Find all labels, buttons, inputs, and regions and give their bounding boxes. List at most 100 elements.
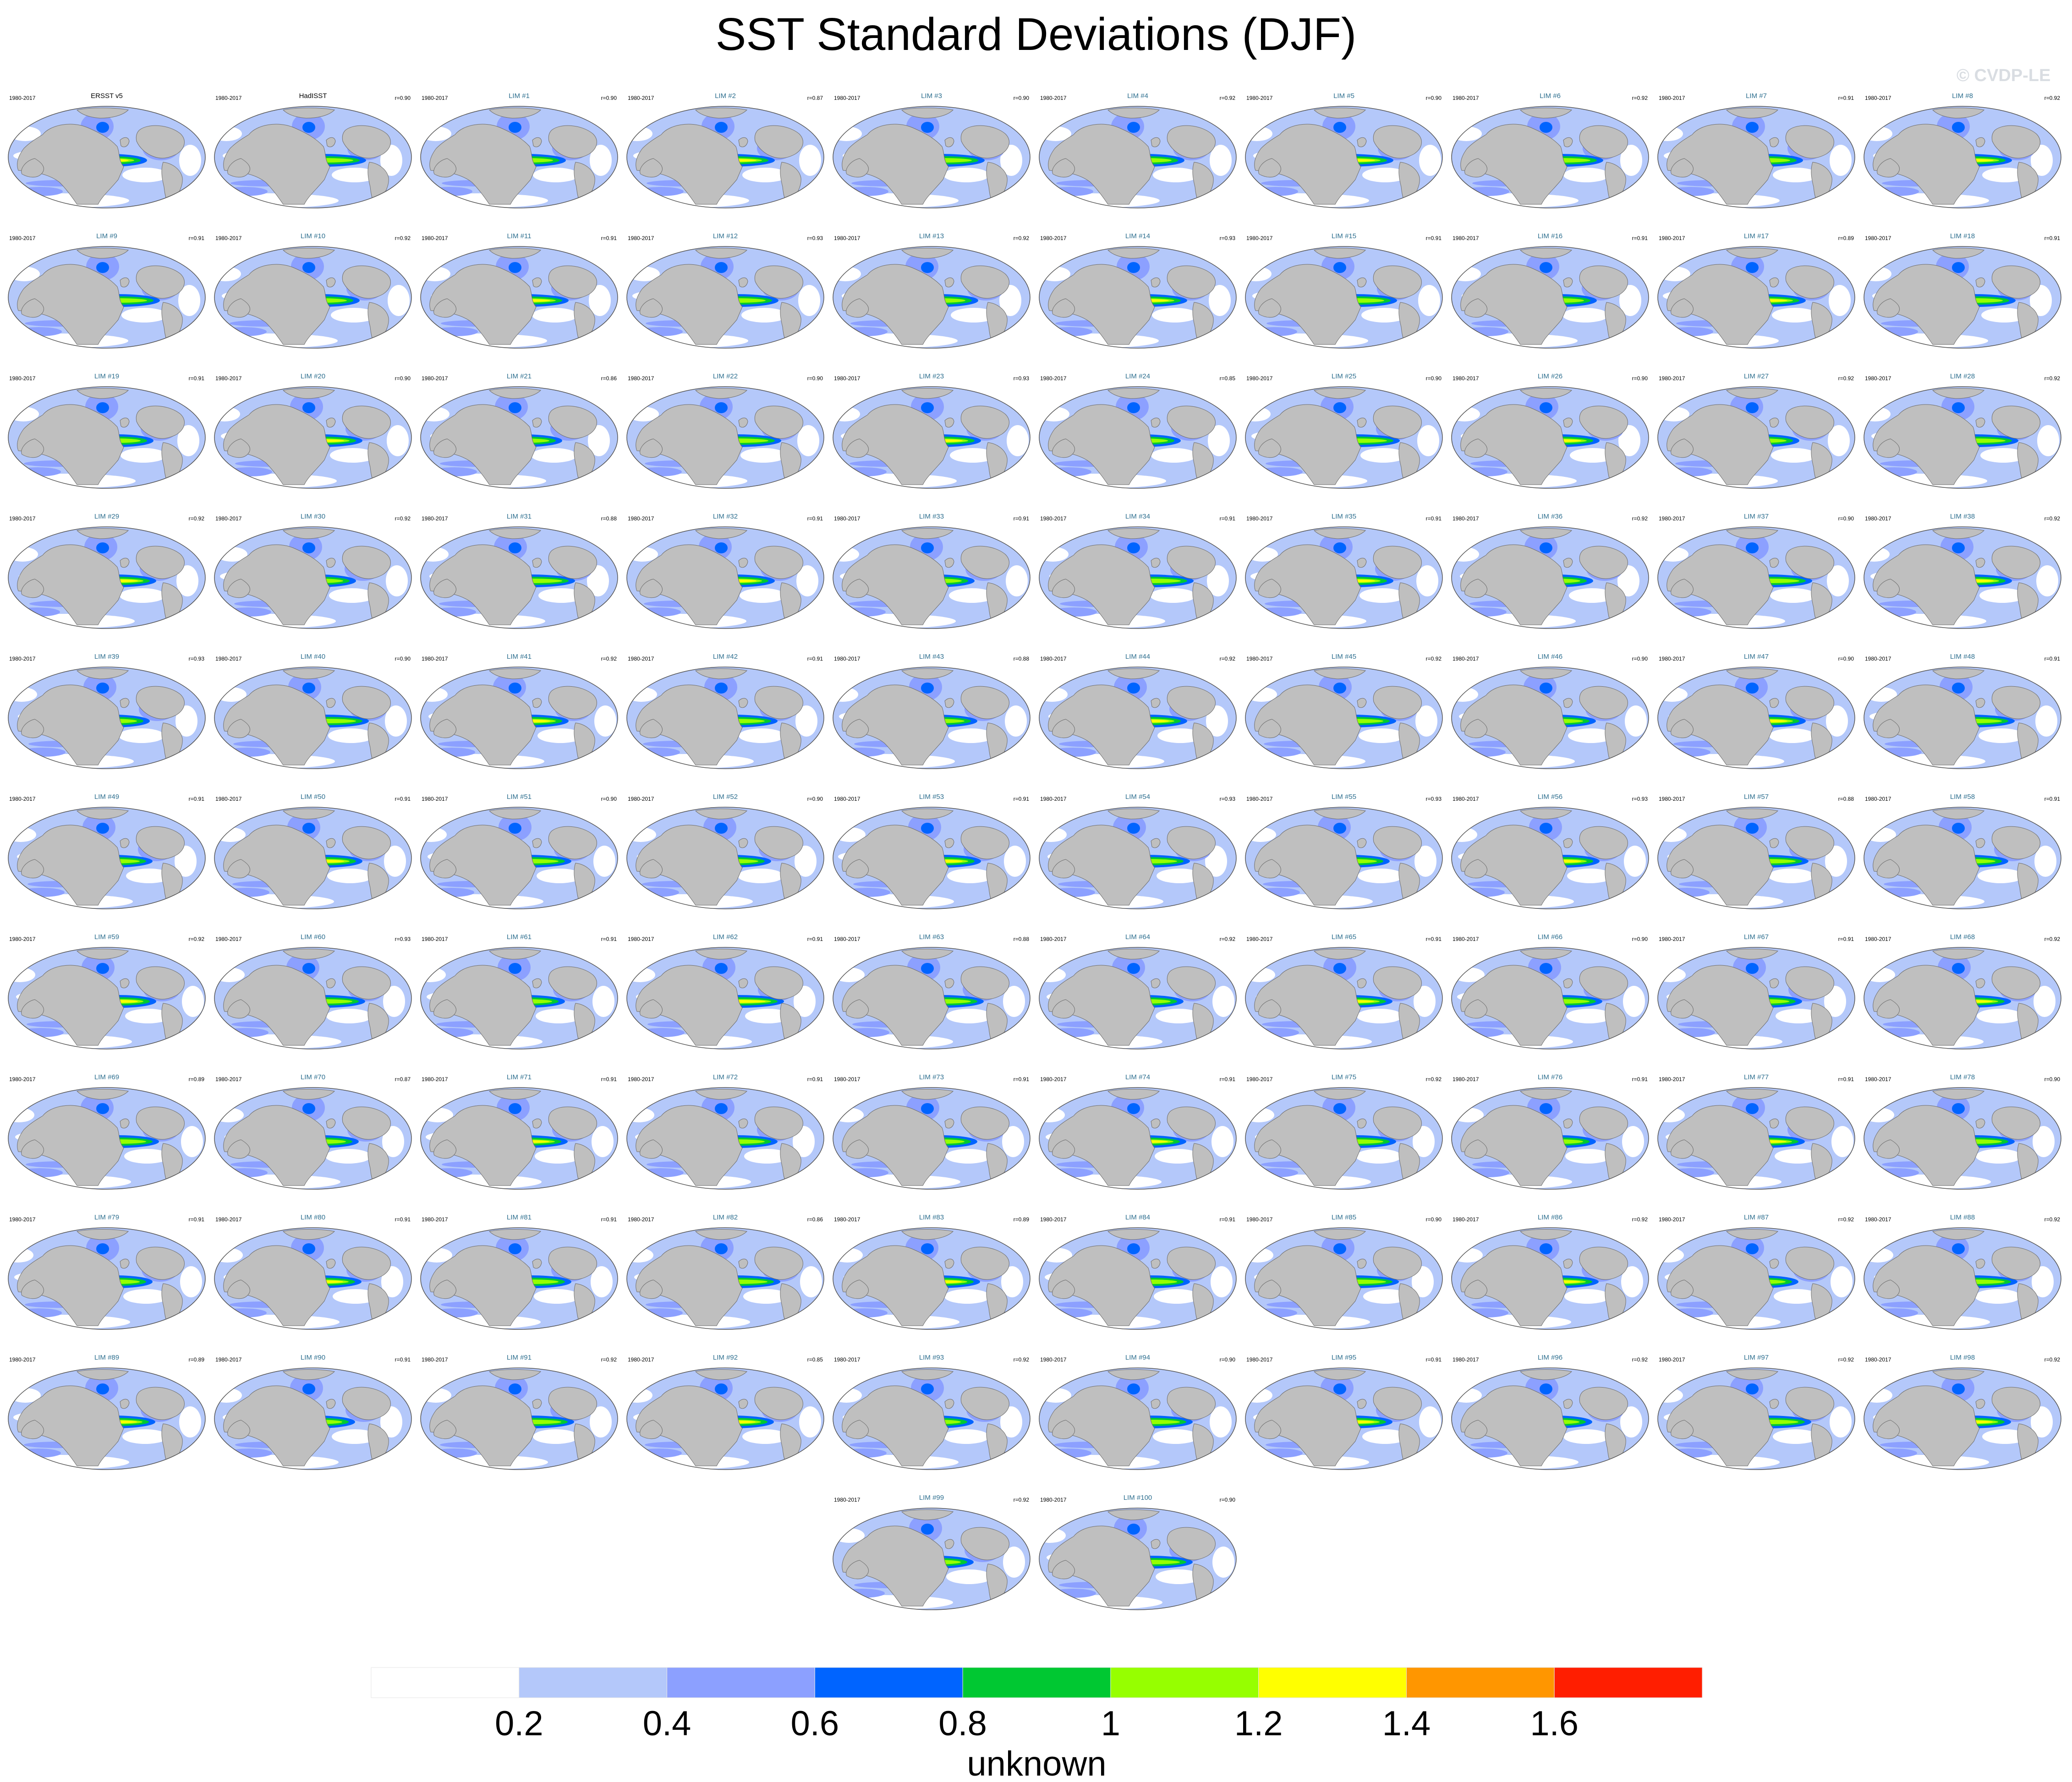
variability-band — [1051, 607, 1097, 617]
variability-band — [1459, 888, 1505, 897]
panel-period-label: 1980-2017 — [422, 1216, 448, 1223]
continent — [1373, 1387, 1422, 1420]
kuroshio-hotspot — [1540, 1243, 1552, 1254]
low-variability-patch — [1417, 425, 1439, 456]
low-variability-patch — [1245, 1175, 1371, 1189]
low-variability-patch — [388, 285, 410, 316]
panel-title: LIM #99 — [919, 1494, 944, 1502]
continent — [1563, 1399, 1573, 1409]
continent — [21, 859, 44, 879]
continent — [282, 388, 335, 399]
low-variability-patch — [1828, 425, 1850, 456]
low-variability-patch — [1039, 1595, 1162, 1610]
low-variability-patch — [214, 754, 335, 769]
map-panel: 1980-2017 LIM #15 r=0.91 — [1245, 232, 1443, 349]
continent — [282, 108, 335, 119]
map-outline — [1039, 526, 1237, 629]
low-variability-patch — [1245, 474, 1367, 488]
continent — [1671, 999, 1694, 1019]
continent — [120, 838, 130, 848]
panel-correlation: r=0.92 — [2045, 95, 2061, 101]
panel-title: LIM #69 — [94, 1073, 119, 1081]
low-variability-patch — [2030, 285, 2052, 316]
continent — [1726, 949, 1779, 960]
map-outline — [833, 106, 1031, 208]
low-variability-patch — [214, 827, 246, 842]
panel-title: LIM #87 — [1744, 1214, 1769, 1221]
map-outline — [626, 667, 824, 769]
low-variability-patch — [1771, 448, 1817, 463]
continent — [754, 1106, 803, 1140]
panel-title: LIM #72 — [713, 1073, 738, 1081]
continent — [1877, 438, 1900, 458]
low-variability-patch — [175, 846, 197, 877]
low-variability-patch — [385, 705, 407, 737]
low-variability-patch — [795, 846, 817, 877]
continent — [1258, 438, 1281, 458]
continent — [1460, 404, 1568, 485]
continent — [1313, 668, 1366, 679]
variability-band — [225, 607, 271, 617]
panel-title: LIM #27 — [1744, 372, 1769, 380]
panel-period-label: 1980-2017 — [1040, 235, 1067, 241]
map-outline — [8, 1087, 206, 1190]
map-panel: 1980-2017 LIM #99 r=0.92 — [833, 1494, 1031, 1610]
continent — [1052, 1139, 1075, 1159]
panel-correlation: r=0.87 — [395, 1076, 411, 1082]
low-variability-patch — [421, 968, 446, 982]
map-outline — [420, 1367, 618, 1470]
variability-band — [20, 748, 66, 757]
panel-correlation: r=0.88 — [1014, 936, 1030, 942]
low-variability-patch — [797, 425, 819, 456]
low-variability-patch — [421, 614, 545, 629]
variability-band — [1047, 1168, 1093, 1177]
low-variability-patch — [1207, 565, 1229, 596]
low-variability-patch — [175, 705, 197, 737]
continent — [1151, 1118, 1161, 1129]
low-variability-patch — [421, 333, 547, 348]
panel-correlation: r=0.91 — [1632, 1076, 1648, 1082]
panel-correlation: r=0.93 — [1014, 375, 1030, 382]
low-variability-patch — [1768, 869, 1814, 883]
low-variability-patch — [8, 614, 135, 629]
continent — [1785, 1246, 1834, 1280]
map-outline — [214, 1227, 412, 1330]
panel-period-label: 1980-2017 — [215, 796, 242, 802]
map-outline — [833, 1367, 1031, 1470]
continent — [1563, 698, 1573, 708]
colorbar-segment — [1554, 1667, 1703, 1698]
panel-title: LIM #98 — [1950, 1354, 1975, 1361]
map-outline — [1864, 1227, 2061, 1330]
continent — [227, 1139, 250, 1159]
low-variability-patch — [380, 1406, 402, 1438]
continent — [1991, 826, 2040, 859]
low-variability-patch — [214, 333, 338, 348]
continent — [1932, 809, 1985, 820]
continent — [960, 125, 1009, 159]
continent — [695, 1229, 748, 1240]
continent — [1151, 698, 1161, 708]
continent — [76, 949, 129, 960]
map-panel: 1980-2017 LIM #94 r=0.90 — [1039, 1354, 1237, 1470]
panel-title: LIM #63 — [919, 933, 944, 941]
low-variability-patch — [1864, 1388, 1892, 1403]
kuroshio-hotspot — [509, 823, 521, 834]
low-variability-patch — [627, 687, 657, 702]
panel-title: LIM #36 — [1538, 513, 1562, 520]
panel-title: LIM #38 — [1950, 513, 1975, 520]
continent — [326, 558, 336, 568]
continent — [842, 825, 949, 906]
low-variability-patch — [833, 894, 954, 909]
continent — [1991, 546, 2040, 579]
continent — [17, 1385, 124, 1466]
panel-title: LIM #13 — [919, 232, 944, 240]
panel-correlation: r=0.91 — [1014, 515, 1030, 522]
continent — [1313, 1229, 1366, 1240]
panel-period-label: 1980-2017 — [628, 515, 654, 522]
low-variability-patch — [592, 1126, 614, 1157]
map-outline — [1451, 526, 1649, 629]
kuroshio-hotspot — [302, 542, 315, 553]
continent — [1464, 719, 1487, 738]
low-variability-patch — [1658, 1175, 1781, 1189]
continent — [1048, 1525, 1155, 1607]
